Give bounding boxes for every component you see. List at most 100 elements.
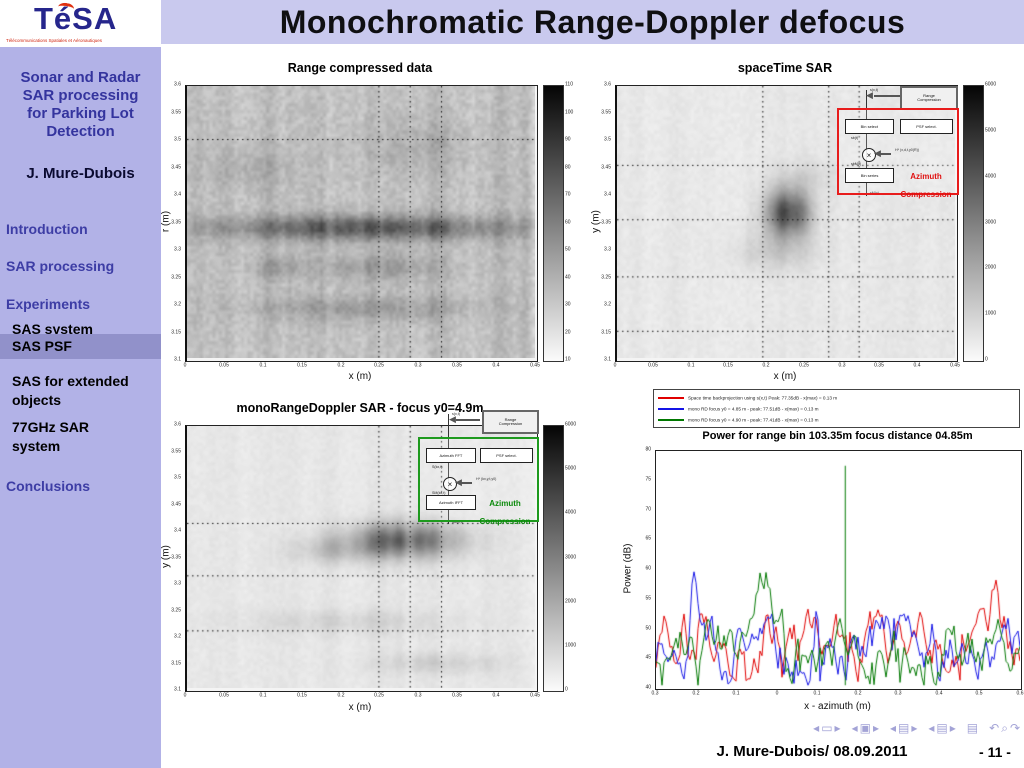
left-arrowhead-icon: ◀ — [455, 477, 462, 487]
tick-label: 0.4 — [935, 690, 943, 696]
flow-signal-line — [448, 414, 449, 524]
tick-label: 3.45 — [171, 501, 181, 507]
bin-select-box: Bin select — [845, 119, 894, 134]
sidebar-item-sas-system[interactable]: SAS system — [12, 321, 93, 337]
sidebar-item-sar-processing[interactable]: SAR processing — [6, 258, 115, 274]
tick-label: 100 — [565, 109, 574, 115]
spacetime-plot — [615, 85, 958, 362]
sidebar-item-experiments[interactable]: Experiments — [6, 296, 91, 312]
beamer-navigation-bar: ◂ ▭ ▸ ◂ ▣ ▸ ◂ ▤ ▸ ◂ ▤ ▸ ▤ ↶ ⌕ ↷ — [648, 721, 1020, 735]
tick-label: 0.25 — [374, 692, 385, 698]
slide-title: Monochromatic Range-Doppler defocus — [279, 3, 906, 40]
nav-next-slide-icon[interactable]: ▸ — [834, 721, 841, 735]
flow-in-signal: s(x,t) — [452, 412, 461, 417]
azimuth-compression-caption: Azimuth Compression — [900, 172, 952, 199]
tick-label: 0.1 — [259, 692, 267, 698]
sidebar-item-conclusions[interactable]: Conclusions — [6, 478, 91, 494]
tick-label: 3.5 — [174, 474, 181, 480]
psf-select-box: PSF select. — [480, 448, 533, 463]
legend-label: mono RD focus y0 = 4.85 m - peak: 77.51d… — [688, 405, 819, 412]
tick-label: 3.2 — [174, 301, 181, 307]
tick-label: 3.25 — [171, 607, 181, 613]
nav-section-icon[interactable]: ▤ — [936, 721, 948, 735]
tick-label: 4000 — [985, 173, 997, 179]
tick-label: 3.15 — [601, 329, 611, 335]
tick-label: 0.15 — [296, 362, 307, 368]
tick-label: 3.4 — [604, 191, 611, 197]
tick-label: 3.35 — [171, 554, 181, 560]
azimuth-compression-caption: Azimuth Compression — [479, 499, 531, 526]
sidebar-item-introduction[interactable]: Introduction — [6, 221, 88, 237]
nav-search-icon[interactable]: ⌕ — [1001, 721, 1008, 735]
footer-author-date: J. Mure-Dubois/ 08.09.2011 — [716, 743, 908, 760]
tesa-logo-text: TéSA — [34, 1, 118, 36]
spacetime-flowchart-inset: Bin select PSF select. sb(t) × ◀ H* (x,d… — [837, 108, 959, 199]
tick-label: 0.2 — [762, 362, 770, 368]
tick-label: 0.25 — [374, 362, 385, 368]
nav-presentation-icon[interactable]: ▤ — [966, 721, 979, 735]
tick-label: 0.35 — [452, 362, 463, 368]
plot-title-monord: monoRangeDoppler SAR - focus y0=4.9m — [236, 401, 484, 415]
flow-signal: sb(t) — [851, 136, 859, 141]
tick-label: 0.1 — [259, 362, 267, 368]
tick-label: 0.45 — [530, 692, 540, 698]
tick-label: 0.3 — [838, 362, 846, 368]
psf-select-box: PSF select. — [900, 119, 953, 134]
tick-label: 40 — [645, 684, 651, 690]
sidebar-item-sas-extended-objects[interactable]: SAS for extended objects — [12, 373, 129, 408]
tick-label: 0.3 — [414, 362, 422, 368]
nav-prev-slide-icon[interactable]: ◂ — [813, 721, 820, 735]
tick-label: 0 — [985, 356, 988, 362]
nav-subsection-icon[interactable]: ▤ — [898, 721, 910, 735]
nav-next-frame-icon[interactable]: ▸ — [872, 721, 879, 735]
monord-heatmap — [187, 426, 535, 688]
tick-label: 6000 — [565, 421, 577, 427]
tick-label: 0.2 — [692, 690, 700, 696]
tick-label: 50 — [645, 625, 651, 631]
tick-label: 3.15 — [171, 329, 181, 335]
monord-xlabel: x (m) — [348, 702, 372, 713]
tick-label: 0 — [183, 692, 187, 698]
tick-label: 0.35 — [452, 692, 463, 698]
tick-label: 3.2 — [174, 633, 181, 639]
nav-next-subsection-icon[interactable]: ▸ — [911, 721, 918, 735]
tick-label: 70 — [565, 191, 571, 197]
left-arrowhead-icon: ◀ — [874, 148, 881, 158]
tick-label: 55 — [645, 595, 651, 601]
flow-arrow — [458, 482, 472, 484]
tick-label: 0.2 — [854, 690, 862, 696]
matched-filter-label: H* (x,d,t,y0(R)) — [895, 148, 920, 153]
nav-slide-icon[interactable]: ▭ — [821, 721, 833, 735]
nav-prev-subsection-icon[interactable]: ◂ — [889, 721, 897, 735]
monord-flowchart-inset: Azimuth FFT PSF select. S(kx,t) × ◀ H* (… — [418, 437, 539, 526]
tick-label: 45 — [645, 654, 651, 661]
tick-label: 0.3 — [414, 692, 422, 698]
nav-forward-icon[interactable]: ↷ — [1009, 721, 1020, 735]
tick-label: 0.6 — [1016, 690, 1024, 696]
nav-next-section-icon[interactable]: ▸ — [949, 721, 956, 735]
tesa-logo: TéSA Télécommunications Spatiales et Aér… — [0, 0, 161, 47]
flow-arrow — [874, 95, 900, 97]
flow-out-signal: sM(x,t) — [452, 520, 463, 525]
tesa-logo-tagline: Télécommunications Spatiales et Aéronaut… — [6, 38, 103, 43]
nav-back-icon[interactable]: ↶ — [989, 721, 1000, 735]
tick-label: 2000 — [985, 264, 997, 271]
sidebar: Sonar and Radar SAR processing for Parki… — [0, 47, 161, 768]
tick-label: 3.2 — [604, 301, 611, 307]
nav-frame-icon[interactable]: ▣ — [859, 721, 871, 735]
tick-label: 1000 — [565, 642, 577, 648]
flow-signal: sbM(t) — [851, 162, 862, 167]
legend-line-red — [658, 396, 684, 399]
sidebar-item-77ghz-sar-system[interactable]: 77GHz SAR system — [12, 419, 90, 454]
tick-label: 3.45 — [601, 164, 611, 170]
tick-label: 2000 — [565, 598, 577, 604]
flow-signal: S(kx,t) — [432, 465, 443, 470]
nav-prev-frame-icon[interactable]: ◂ — [851, 721, 858, 735]
range-compression-box: Range Compression — [900, 86, 958, 110]
flow-signal: SM(kx,t) — [432, 491, 446, 496]
nav-prev-section-icon[interactable]: ◂ — [928, 721, 935, 735]
tick-label: 3000 — [565, 554, 577, 560]
sidebar-item-sas-psf[interactable]: SAS PSF — [0, 334, 161, 359]
tick-label: 4000 — [565, 509, 577, 516]
